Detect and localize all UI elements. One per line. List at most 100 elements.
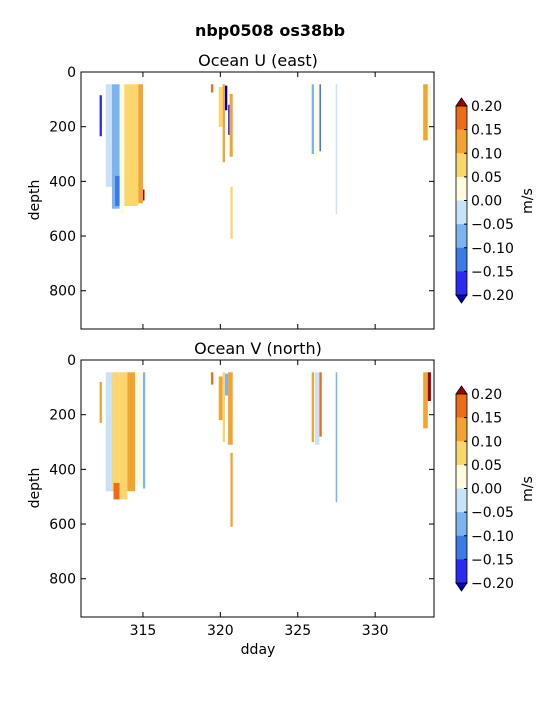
colorbar-tick-label: 0.10 (471, 434, 502, 450)
colorbar-tick-label: −0.15 (471, 264, 514, 280)
xtick-label: 315 (130, 623, 157, 639)
panel-ocean-u-frame (80, 71, 435, 330)
ytick-label: 200 (49, 120, 76, 136)
ytick-label: 0 (67, 65, 76, 81)
data-column-3 (115, 175, 120, 206)
colorbar-ocean-v: −0.20 −0.15 −0.10 −0.05 0.00 0.05 0.10 0.15 0.20 (455, 385, 514, 592)
data-column-20 (427, 84, 431, 141)
data-column-1 (105, 372, 112, 492)
colorbar-segment (456, 559, 467, 584)
data-column-0 (99, 95, 102, 137)
data-column-9 (218, 376, 223, 421)
panel-ocean-u-title: Ocean U (east) (198, 51, 318, 70)
data-column-7 (142, 189, 145, 201)
colorbar-segment (456, 535, 467, 560)
ytick-label: 0 (67, 353, 76, 369)
data-column-10 (222, 372, 225, 443)
data-column-0 (99, 381, 102, 423)
colorbar-segment (456, 394, 467, 418)
data-column-18 (423, 372, 428, 429)
data-column-6 (135, 372, 143, 486)
colorbar-tick-label: 0.20 (471, 99, 502, 115)
colorbar-segment (456, 153, 467, 178)
figure-suptitle: nbp0508 os38bb (195, 21, 345, 40)
colorbar-segment (456, 417, 467, 442)
colorbar-ocean-u: −0.20 −0.15 −0.10 −0.05 0.00 0.05 0.10 0.15 0.20 (455, 97, 514, 304)
data-column-10 (222, 84, 225, 163)
data-column-14 (230, 186, 233, 239)
colorbar-ocean-v-label: m/s (520, 476, 536, 502)
data-column-13 (229, 93, 233, 157)
colorbar-segment (456, 224, 467, 249)
colorbar-segment (456, 129, 467, 154)
colorbar-tick-label: −0.20 (471, 288, 514, 304)
colorbar-over-extension (455, 385, 468, 395)
data-column-9 (218, 87, 223, 127)
panel-ocean-v-yticks: 0 200 400 600 800 (49, 353, 434, 588)
panel-ocean-u-ylabel: depth (27, 180, 43, 221)
panel-ocean-v-xlabel: dday (241, 642, 276, 658)
panel-ocean-v-frame (80, 359, 435, 618)
data-column-1 (105, 84, 112, 187)
ytick-label: 800 (49, 284, 76, 300)
data-column-5 (124, 84, 139, 206)
data-column-17 (319, 84, 321, 152)
colorbar-segment (456, 106, 467, 130)
data-column-2 (111, 372, 120, 492)
data-column-6 (138, 84, 143, 204)
data-column-7 (142, 372, 146, 489)
panel-ocean-v-xticks: 315 320 325 330 (130, 360, 389, 639)
ytick-label: 600 (49, 229, 76, 245)
colorbar-tick-label: 0.00 (471, 482, 502, 498)
colorbar-tick-label: −0.15 (471, 552, 514, 568)
data-column-4 (119, 372, 128, 500)
data-column-11 (224, 85, 228, 111)
colorbar-tick-label: −0.10 (471, 529, 514, 545)
panel-ocean-u-xticks (142, 72, 376, 329)
colorbar-over-extension (455, 97, 468, 107)
ytick-label: 800 (49, 572, 76, 588)
data-column-5 (127, 372, 136, 492)
data-column-15 (314, 372, 320, 445)
ytick-label: 400 (49, 174, 76, 190)
data-column-2 (111, 84, 120, 209)
colorbar-tick-label: 0.00 (471, 194, 502, 210)
data-column-12 (228, 104, 230, 135)
data-column-11 (224, 373, 229, 396)
colorbar-tick-label: −0.20 (471, 576, 514, 592)
colorbar-tick-label: −0.10 (471, 241, 514, 257)
colorbar-under-extension (455, 582, 468, 592)
xtick-label: 320 (207, 623, 234, 639)
colorbar-tick-label: 0.05 (471, 170, 502, 186)
colorbar-segment (456, 464, 467, 489)
panel-ocean-u-yticks: 0 200 400 600 800 (49, 65, 434, 300)
colorbar-segment (456, 441, 467, 466)
colorbar-tick-label: 0.15 (471, 411, 502, 427)
data-column-4 (119, 84, 125, 215)
data-column-8 (211, 372, 214, 385)
data-column-19 (423, 84, 428, 141)
colorbar-segment (456, 247, 467, 272)
ytick-label: 600 (49, 517, 76, 533)
data-column-19 (427, 372, 431, 402)
colorbar-segment (456, 512, 467, 537)
colorbar-segment (456, 488, 467, 513)
panel-ocean-v-data (99, 372, 431, 527)
panel-ocean-v-title: Ocean V (north) (194, 339, 322, 358)
data-column-14 (311, 372, 315, 443)
data-column-13 (230, 452, 233, 527)
xtick-label: 325 (284, 623, 311, 639)
data-column-16 (319, 372, 322, 437)
ytick-label: 400 (49, 462, 76, 478)
xtick-label: 330 (362, 623, 389, 639)
data-column-16 (314, 84, 320, 157)
colorbar-tick-label: −0.05 (471, 217, 514, 233)
panel-ocean-u: Ocean U (east) 0 200 400 600 800 depth (27, 51, 435, 330)
colorbar-under-extension (455, 294, 468, 304)
colorbar-tick-label: −0.05 (471, 505, 514, 521)
panel-ocean-u-data (99, 84, 431, 239)
colorbar-segment (456, 271, 467, 296)
colorbar-segment (456, 200, 467, 225)
